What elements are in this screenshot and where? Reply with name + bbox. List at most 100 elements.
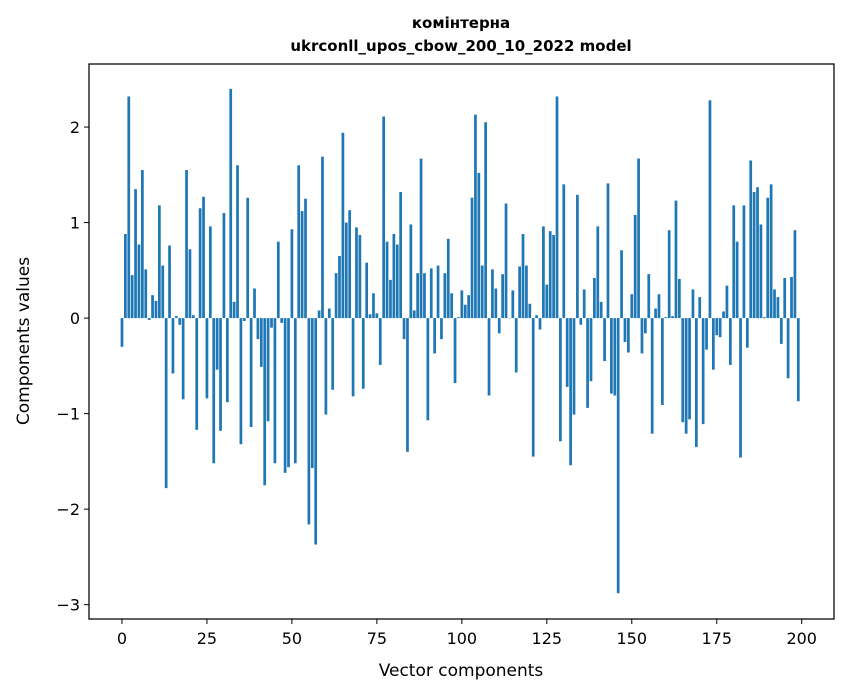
bar — [256, 318, 260, 340]
bar — [698, 297, 702, 319]
y-tick-label: −2 — [56, 500, 80, 519]
bar — [572, 318, 576, 415]
bar — [756, 187, 759, 319]
bar — [338, 256, 341, 319]
bar — [725, 285, 729, 319]
x-axis-ticks: 0 25 50 75 100 125 150 175 200 — [117, 619, 817, 648]
bar — [317, 310, 321, 319]
bar — [263, 318, 267, 486]
bar — [412, 310, 416, 319]
bar — [745, 318, 749, 348]
bar — [783, 277, 787, 319]
bar — [569, 318, 572, 466]
bar — [647, 274, 651, 319]
bar — [528, 303, 532, 319]
bar — [124, 234, 127, 319]
bar — [287, 318, 290, 468]
bar — [599, 301, 603, 319]
bar — [276, 241, 280, 319]
bar — [667, 230, 671, 319]
bar — [586, 318, 589, 408]
bar — [657, 294, 661, 319]
bar — [174, 316, 178, 319]
bar — [141, 170, 144, 319]
bar — [796, 318, 800, 402]
bar — [576, 194, 579, 319]
bar — [433, 318, 437, 354]
bar — [644, 318, 647, 334]
bar — [671, 316, 674, 319]
bar — [701, 318, 705, 425]
chart-subtitle: ukrconll_upos_cbow_200_10_2022 model — [290, 37, 631, 55]
bar — [603, 318, 606, 362]
bar — [752, 192, 756, 319]
bar-series — [120, 88, 800, 594]
bar — [215, 318, 219, 370]
bar — [161, 265, 165, 319]
bar — [205, 318, 209, 399]
bar — [688, 318, 691, 420]
bar — [779, 318, 783, 344]
bar — [613, 318, 617, 396]
bar — [395, 244, 399, 319]
bar — [239, 318, 243, 445]
bar — [762, 317, 766, 319]
bar — [769, 184, 773, 319]
bar — [389, 279, 392, 319]
bar — [236, 165, 239, 319]
bar — [684, 318, 688, 434]
bar — [555, 96, 559, 319]
bar — [637, 158, 640, 319]
bar — [453, 318, 457, 384]
bar — [416, 273, 420, 319]
bar — [620, 250, 623, 319]
bar — [582, 289, 586, 319]
bar — [171, 318, 175, 374]
plot-frame — [88, 63, 835, 620]
bar — [732, 205, 736, 319]
x-tick-label: 100 — [447, 629, 478, 648]
x-tick-label: 75 — [367, 629, 387, 648]
chart-title: комінтерна — [412, 14, 510, 32]
bar — [351, 318, 355, 397]
bar — [480, 265, 484, 319]
bar — [562, 184, 566, 319]
bar — [640, 318, 644, 354]
bar — [436, 265, 440, 319]
bar — [504, 203, 508, 319]
bar — [548, 231, 552, 319]
bar — [654, 308, 657, 319]
bar — [494, 288, 498, 319]
y-tick-label: 1 — [70, 214, 80, 233]
x-tick-label: 50 — [282, 629, 302, 648]
bar — [773, 289, 776, 319]
bar — [283, 318, 287, 473]
bar — [195, 318, 199, 430]
bar — [212, 318, 216, 464]
bar — [470, 197, 474, 319]
bar — [290, 229, 294, 319]
x-tick-label: 175 — [701, 629, 732, 648]
bar — [127, 96, 131, 319]
bar — [144, 269, 148, 319]
x-tick-label: 150 — [617, 629, 648, 648]
bar — [372, 293, 375, 319]
bar — [552, 234, 555, 319]
bar — [542, 226, 545, 319]
bar — [253, 288, 256, 319]
bar — [484, 122, 487, 319]
bar — [399, 192, 403, 319]
bar — [134, 189, 137, 319]
bar — [273, 318, 277, 464]
y-axis-label: Components values — [14, 257, 34, 425]
bar — [246, 197, 250, 319]
bar — [341, 132, 345, 319]
bar — [297, 165, 301, 319]
bar — [525, 265, 528, 319]
bar — [191, 315, 195, 319]
bar — [565, 318, 569, 387]
bar — [188, 249, 192, 319]
bar — [229, 88, 233, 319]
bar — [355, 227, 358, 319]
y-axis-ticks: −3 −2 −1 0 1 2 — [56, 118, 89, 615]
